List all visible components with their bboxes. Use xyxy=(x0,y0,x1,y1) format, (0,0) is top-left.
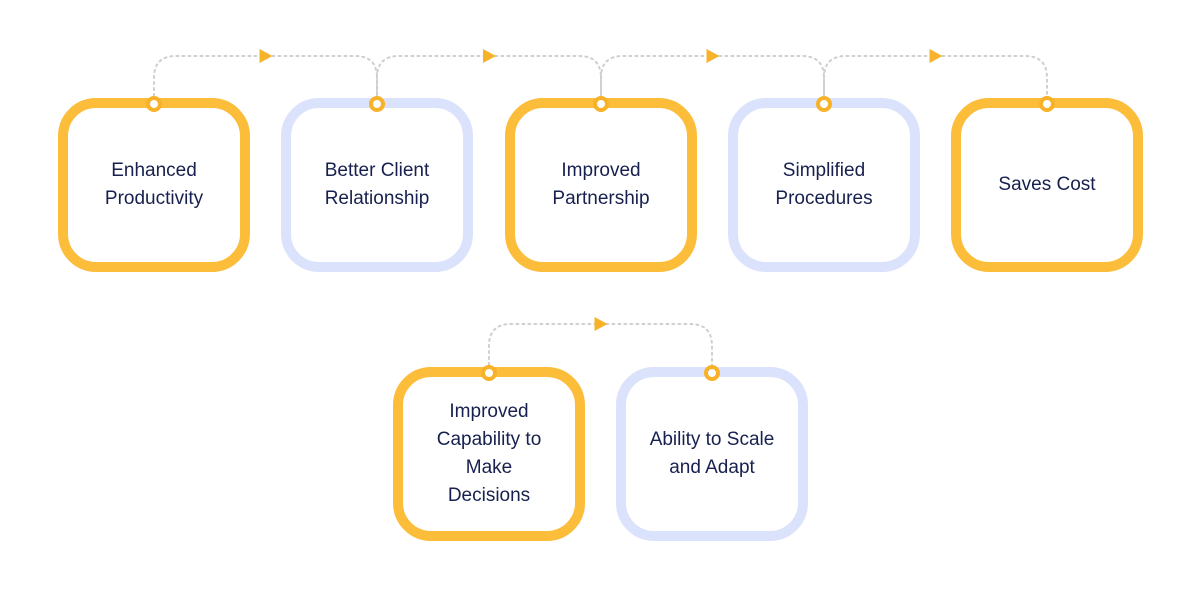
connector-line xyxy=(488,323,713,366)
connector-line xyxy=(823,55,1048,97)
arrowhead-icon xyxy=(483,49,496,63)
card-ability-to-scale: Ability to Scale and Adapt xyxy=(616,367,808,541)
connector-line xyxy=(376,55,602,97)
card-label: Ability to Scale and Adapt xyxy=(649,429,775,478)
circle-node-icon xyxy=(593,96,609,112)
circle-node-icon xyxy=(369,96,385,112)
card-enhanced-productivity: Enhanced Productivity xyxy=(58,98,250,272)
card-improved-partnership: Improved Partnership xyxy=(505,98,697,272)
circle-node-icon xyxy=(704,365,720,381)
card-better-client-relationship: Better Client Relationship xyxy=(281,98,473,272)
card-label: Simplified Procedures xyxy=(775,160,873,209)
arrowhead-icon xyxy=(259,49,273,63)
arrowhead-icon xyxy=(706,49,720,63)
card-simplified-procedures: Simplified Procedures xyxy=(728,98,920,272)
card-label: Enhanced Productivity xyxy=(104,160,204,209)
card-label: Saves Cost xyxy=(998,174,1096,195)
arrowhead-icon xyxy=(594,317,608,331)
circle-node-icon xyxy=(816,96,832,112)
circle-node-icon xyxy=(481,365,497,381)
card-label: Improved Capability to Make Decisions xyxy=(436,401,542,506)
circle-node-icon xyxy=(146,96,162,112)
card-saves-cost: Saves Cost xyxy=(951,98,1143,272)
card-label: Improved Partnership xyxy=(552,160,650,209)
connector-line xyxy=(153,55,378,97)
card-label: Better Client Relationship xyxy=(324,160,430,209)
arrowhead-icon xyxy=(929,49,943,63)
card-improved-capability: Improved Capability to Make Decisions xyxy=(393,367,585,541)
connector-line xyxy=(600,55,825,97)
connectors xyxy=(153,49,1048,366)
circle-node-icon xyxy=(1039,96,1055,112)
